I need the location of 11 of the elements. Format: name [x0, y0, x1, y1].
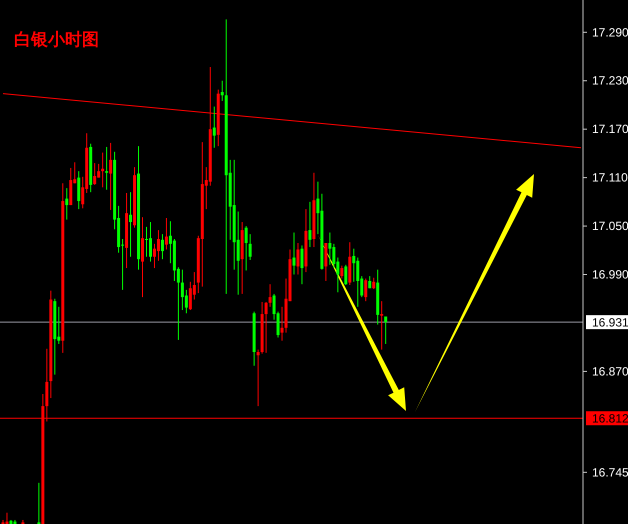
text: 白银小时图: [14, 30, 99, 49]
y-tick-label: 17.230: [592, 74, 628, 88]
y-tick-label: 16.745: [592, 465, 628, 480]
y-tick-label: 17.050: [592, 219, 628, 234]
y-tick-label: 17.170: [592, 122, 628, 136]
y-tick-label: 16.990: [592, 268, 628, 282]
ref-line-label: 16.931: [592, 316, 628, 330]
y-tick-label: 16.870: [592, 364, 628, 378]
y-tick-label: 17.290: [592, 25, 628, 40]
ref-line-label: 16.812: [592, 412, 628, 426]
y-tick-label: 17.110: [592, 170, 628, 185]
